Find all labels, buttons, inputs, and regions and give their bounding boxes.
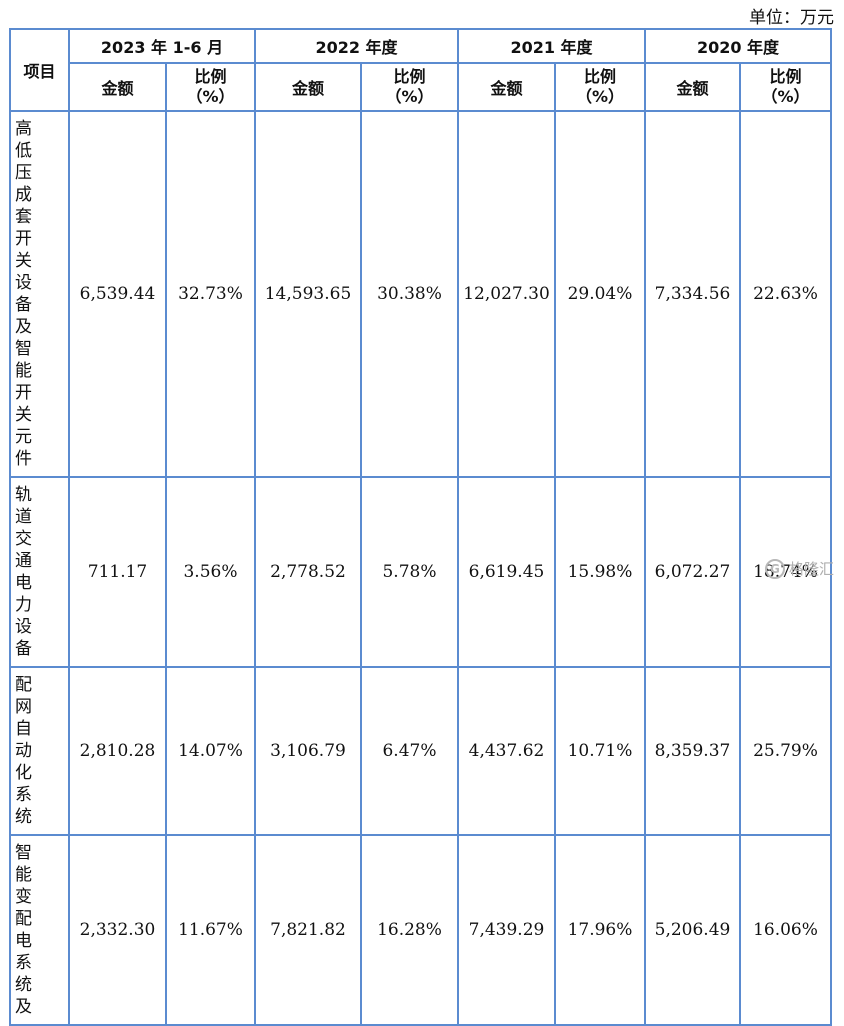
- cell-ratio: 29.04%: [554, 110, 646, 478]
- cell-amount: 12,027.30: [457, 110, 556, 478]
- header-item: 项目: [9, 28, 70, 112]
- header-period: 2021 年度: [457, 28, 646, 64]
- row-item: 高低压成套开关设备及智能开关元件: [9, 110, 70, 478]
- revenue-table: 项目 2023 年 1-6 月 2022 年度 2021 年度 2020 年度 …: [9, 28, 832, 1026]
- header-ratio: 比例 （%）: [739, 62, 832, 112]
- table-row: 配网自动化系统 2,810.28 14.07% 3,106.79 6.47% 4…: [9, 666, 832, 836]
- cell-ratio: 32.73%: [165, 110, 256, 478]
- cell-amount: 7,334.56: [644, 110, 741, 478]
- table-row: 智能变配电系统及 2,332.30 11.67% 7,821.82 16.28%…: [9, 834, 832, 1026]
- cell-ratio: 6.47%: [360, 666, 459, 836]
- cell-ratio: 14.07%: [165, 666, 256, 836]
- cell-ratio: 30.38%: [360, 110, 459, 478]
- cell-amount: 6,072.27: [644, 476, 741, 668]
- row-item: 配网自动化系统: [9, 666, 70, 836]
- cell-amount: 6,619.45: [457, 476, 556, 668]
- cell-ratio: 3.56%: [165, 476, 256, 668]
- header-period: 2023 年 1-6 月: [68, 28, 256, 64]
- watermark: G 格隆汇: [764, 558, 834, 579]
- header-period: 2022 年度: [254, 28, 459, 64]
- header-row-metrics: 金额 比例 （%） 金额 比例 （%） 金额 比例 （%） 金额 比例 （%）: [10, 62, 832, 112]
- header-amount: 金额: [254, 62, 362, 112]
- header-ratio: 比例 （%）: [165, 62, 256, 112]
- cell-ratio: 22.63%: [739, 110, 832, 478]
- cell-amount: 8,359.37: [644, 666, 741, 836]
- cell-amount: 6,539.44: [68, 110, 167, 478]
- cell-ratio: 11.67%: [165, 834, 256, 1026]
- cell-amount: 7,821.82: [254, 834, 362, 1026]
- cell-amount: 14,593.65: [254, 110, 362, 478]
- header-amount: 金额: [644, 62, 741, 112]
- cell-ratio: 16.28%: [360, 834, 459, 1026]
- cell-amount: 5,206.49: [644, 834, 741, 1026]
- cell-ratio: 15.98%: [554, 476, 646, 668]
- header-ratio: 比例 （%）: [360, 62, 459, 112]
- cell-amount: 711.17: [68, 476, 167, 668]
- watermark-text: 格隆汇: [788, 560, 834, 578]
- cell-amount: 3,106.79: [254, 666, 362, 836]
- cell-amount: 2,332.30: [68, 834, 167, 1026]
- table-row: 轨道交通电力设备 711.17 3.56% 2,778.52 5.78% 6,6…: [9, 476, 832, 668]
- cell-amount: 2,778.52: [254, 476, 362, 668]
- cell-ratio: 10.71%: [554, 666, 646, 836]
- cell-ratio: 16.06%: [739, 834, 832, 1026]
- cell-ratio: 17.96%: [554, 834, 646, 1026]
- cell-ratio: 25.79%: [739, 666, 832, 836]
- cell-amount: 4,437.62: [457, 666, 556, 836]
- header-row-periods: 项目 2023 年 1-6 月 2022 年度 2021 年度 2020 年度: [9, 28, 832, 112]
- header-amount: 金额: [457, 62, 556, 112]
- cell-amount: 2,810.28: [68, 666, 167, 836]
- row-item: 轨道交通电力设备: [9, 476, 70, 668]
- cell-amount: 7,439.29: [457, 834, 556, 1026]
- header-ratio: 比例 （%）: [554, 62, 646, 112]
- gelonghui-logo-icon: G: [764, 558, 785, 579]
- row-item: 智能变配电系统及: [9, 834, 70, 1026]
- header-amount: 金额: [68, 62, 167, 112]
- unit-label: 单位：万元: [749, 8, 834, 28]
- cell-ratio: 5.78%: [360, 476, 459, 668]
- table-row: 高低压成套开关设备及智能开关元件 6,539.44 32.73% 14,593.…: [9, 110, 832, 478]
- header-period: 2020 年度: [644, 28, 832, 64]
